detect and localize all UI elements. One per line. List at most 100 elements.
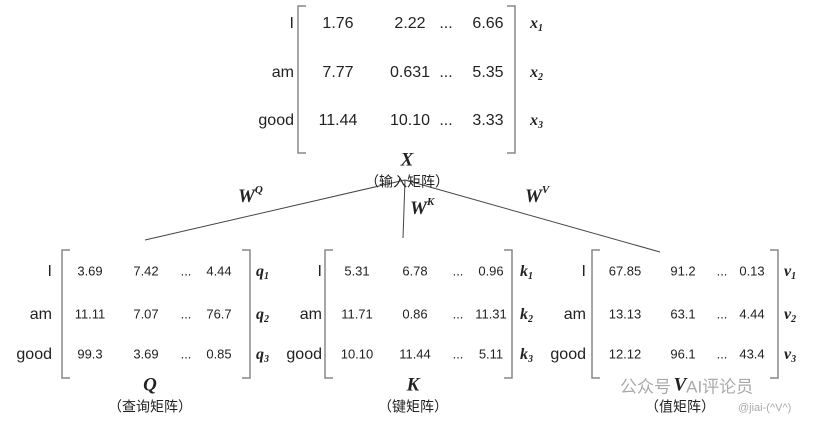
- matrix-cell: 0.13: [739, 263, 764, 278]
- matrix-cell: 99.3: [77, 346, 102, 361]
- matrix-cell: 5.11: [479, 346, 503, 361]
- matrix-cell: 4.44: [739, 306, 764, 321]
- vector-index: 2: [790, 314, 796, 325]
- matrix-name: Q: [143, 374, 157, 395]
- weight-label: WV: [525, 184, 551, 208]
- weight-sup: V: [542, 184, 551, 196]
- connector: [144, 179, 406, 241]
- bracket: [770, 249, 779, 379]
- watermark-account: 公众号 · AI评论员: [620, 377, 753, 396]
- matrix-cell: 5.31: [344, 263, 369, 278]
- matrix-cell: 10.10: [341, 346, 374, 361]
- vector-index: 2: [527, 314, 533, 325]
- token: I: [318, 263, 322, 280]
- matrix-cell: 11.11: [75, 306, 106, 321]
- bracket: [507, 5, 516, 154]
- vector-symbol: q: [256, 306, 264, 323]
- matrix-cell: ...: [717, 346, 728, 361]
- token: am: [272, 64, 294, 81]
- matrix-caption: （查询矩阵）: [108, 399, 192, 415]
- connector: [402, 179, 406, 239]
- matrix-cell: 0.86: [402, 306, 427, 321]
- vector-symbol: q: [256, 346, 264, 363]
- vector-symbol: v: [784, 346, 792, 363]
- matrix-caption: （输入矩阵）: [365, 174, 449, 190]
- vector-index: 3: [263, 354, 269, 365]
- matrix-cell: 11.44: [399, 346, 431, 361]
- bracket: [297, 5, 306, 154]
- vector-label: q1: [256, 263, 269, 283]
- matrix-cell: ...: [439, 15, 452, 32]
- matrix-cell: 12.12: [609, 346, 642, 361]
- token: am: [30, 306, 52, 323]
- vector-index: 1: [791, 271, 796, 282]
- matrix-cell: ...: [439, 64, 452, 81]
- matrix-cell: 2.22: [394, 15, 425, 32]
- vector-label: q3: [256, 346, 269, 366]
- matrix-cell: ...: [439, 112, 452, 129]
- matrix-cell: ...: [453, 306, 464, 321]
- matrix-cell: 96.1: [670, 346, 695, 361]
- token: good: [550, 346, 586, 363]
- vector-symbol: v: [784, 306, 792, 323]
- matrix-name: X: [400, 149, 415, 170]
- vector-label: x3: [529, 112, 543, 132]
- vector-index: 2: [263, 314, 269, 325]
- weight-sup: K: [426, 196, 435, 208]
- matrix-cell: 0.85: [206, 346, 231, 361]
- vector-label: k1: [520, 263, 533, 283]
- vector-index: 1: [528, 271, 533, 282]
- vector-index: 3: [790, 354, 796, 365]
- bracket: [242, 249, 251, 379]
- vector-label: v3: [784, 346, 796, 366]
- token: am: [300, 306, 322, 323]
- matrix-cell: ...: [181, 263, 192, 278]
- token: good: [16, 346, 52, 363]
- vector-index: 3: [537, 120, 543, 131]
- weight-label: WK: [410, 196, 435, 220]
- matrix-cell: 11.31: [475, 306, 507, 321]
- matrix-cell: 1.76: [322, 15, 353, 32]
- token: I: [48, 263, 52, 280]
- matrix-cell: 0.631: [390, 64, 430, 81]
- vector-index: 1: [538, 23, 543, 34]
- bracket: [504, 249, 513, 379]
- matrix-cell: 91.2: [670, 263, 695, 278]
- weight-sup: Q: [255, 184, 263, 196]
- token: good: [258, 112, 294, 129]
- matrix-cell: 76.7: [206, 306, 231, 321]
- bracket: [591, 249, 600, 379]
- vector-label: k2: [520, 306, 533, 326]
- vector-label: x1: [529, 15, 543, 35]
- matrix-cell: 63.1: [670, 306, 695, 321]
- bracket: [324, 249, 333, 379]
- matrix-cell: 6.66: [472, 15, 503, 32]
- vector-symbol: k: [520, 306, 528, 323]
- weight-base: W: [238, 186, 256, 207]
- vector-label: k3: [520, 346, 533, 366]
- matrix-name: K: [406, 374, 421, 395]
- matrix-cell: 3.69: [77, 263, 102, 278]
- matrix-cell: 67.85: [609, 263, 642, 278]
- vector-symbol: x: [529, 112, 538, 129]
- weight-base: W: [525, 186, 543, 207]
- matrix-caption: （值矩阵）: [645, 399, 715, 415]
- matrix-cell: 13.13: [609, 306, 642, 321]
- matrix-cell: 7.42: [133, 263, 158, 278]
- matrix-cell: 4.44: [206, 263, 231, 278]
- vector-symbol: v: [784, 263, 792, 280]
- matrix-caption: （键矩阵）: [378, 399, 448, 415]
- token: am: [564, 306, 586, 323]
- matrix-cell: 3.69: [133, 346, 158, 361]
- matrix-cell: 6.78: [402, 263, 427, 278]
- vector-symbol: k: [520, 346, 528, 363]
- matrix-cell: ...: [717, 263, 728, 278]
- matrix-cell: 43.4: [739, 346, 764, 361]
- weight-base: W: [410, 198, 428, 219]
- vector-index: 3: [527, 354, 533, 365]
- matrix-cell: ...: [453, 263, 464, 278]
- vector-symbol: x: [529, 64, 538, 81]
- matrix-cell: 7.07: [133, 306, 158, 321]
- vector-label: q2: [256, 306, 269, 326]
